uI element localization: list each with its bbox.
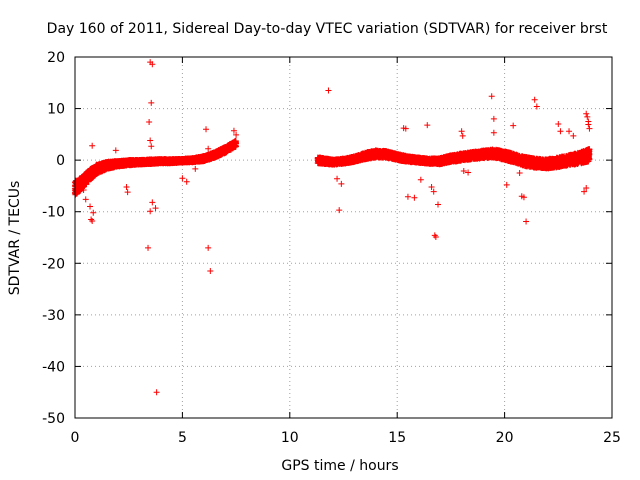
y-axis-label: SDTVAR / TECUs [7,181,23,296]
grid [75,57,612,418]
chart-title: Day 160 of 2011, Sidereal Day-to-day VTE… [47,21,608,37]
data-points [72,59,593,396]
x-axis-label: GPS time / hours [281,458,398,474]
